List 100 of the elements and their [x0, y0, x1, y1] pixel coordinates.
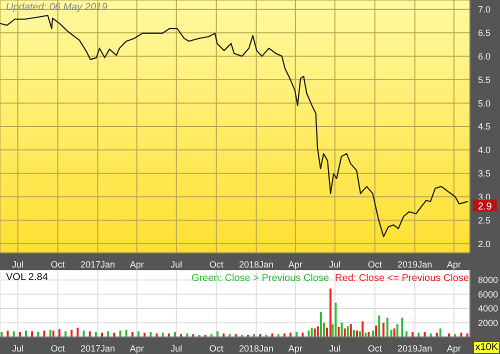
bar	[372, 330, 374, 337]
bar	[314, 328, 316, 337]
series-label: Green: Close > Previous Close	[191, 273, 330, 284]
bar	[100, 332, 103, 337]
bar	[352, 330, 355, 337]
line-series	[0, 14, 468, 238]
bar	[412, 332, 414, 337]
bar	[393, 328, 396, 337]
x-tick-label: Jul	[170, 343, 182, 354]
x-tick-label: Oct	[368, 343, 382, 354]
bar	[356, 330, 358, 337]
bar	[49, 330, 52, 337]
bar	[382, 322, 384, 337]
bar	[76, 328, 79, 337]
x-tick-label: 2017Jan	[80, 343, 116, 354]
bar	[338, 327, 340, 337]
bar	[386, 318, 388, 337]
bar	[119, 330, 122, 337]
bar	[82, 330, 85, 337]
bar	[334, 302, 337, 337]
x-tick-label: 2019Jan	[398, 259, 432, 270]
x-tick-label: Apr	[288, 259, 302, 270]
x-tick-label: Jul	[329, 343, 341, 354]
y2-axis-title: x10K	[474, 342, 499, 353]
x-tick-label: Oct	[209, 259, 224, 270]
bar	[310, 328, 313, 337]
x-tick-label: Oct	[50, 259, 66, 270]
y2-tick-label: 3.5	[478, 168, 491, 179]
bar	[424, 332, 426, 337]
bar	[125, 330, 128, 337]
y2-tick-label: 2000	[478, 318, 498, 328]
bar	[368, 332, 370, 337]
bar	[58, 329, 60, 337]
x-tick-label: Oct	[209, 343, 224, 354]
y2-tick-label: 2.5	[478, 215, 491, 226]
x-tick-label: Apr	[288, 343, 302, 354]
y2-tick-label: 4000	[478, 304, 498, 314]
bar	[460, 332, 462, 337]
bar	[296, 332, 298, 337]
bar	[113, 332, 116, 337]
bar	[302, 332, 304, 337]
bar	[94, 332, 97, 337]
x-tick-label: Apr	[130, 259, 144, 270]
bar	[436, 332, 438, 337]
series-label: Red: Close <= Previous Close	[335, 273, 469, 284]
x-tick-label: Jul	[12, 343, 24, 354]
bar	[329, 288, 332, 337]
x-tick-label: Oct	[50, 343, 66, 354]
annotation: VOL 2.84	[6, 272, 48, 284]
x-tick-label: 2018Jan	[239, 259, 274, 270]
bar	[0, 332, 3, 337]
bar	[316, 326, 319, 337]
bar	[150, 332, 152, 337]
bar	[390, 330, 392, 337]
x-tick-label: Oct	[368, 259, 382, 270]
x-tick-label: 2018Jan	[239, 343, 274, 354]
x-tick-label: Jul	[329, 259, 341, 270]
bar	[131, 332, 134, 337]
y2-tick-label: 2.0	[478, 238, 491, 249]
bar	[43, 330, 46, 337]
bar	[162, 332, 164, 337]
bar	[340, 322, 343, 337]
bar	[70, 330, 73, 337]
y2-tick-label: 8000	[478, 275, 498, 286]
bar	[24, 330, 27, 337]
bar	[362, 321, 364, 337]
bar	[350, 324, 352, 337]
bar	[364, 332, 367, 337]
bar	[52, 330, 54, 337]
y2-tick-label: 4.0	[478, 145, 491, 156]
x-tick-label: Apr	[446, 259, 461, 270]
bar	[396, 324, 398, 337]
bar	[320, 312, 322, 337]
bar	[418, 332, 420, 337]
y2-tick-label: 6.5	[478, 28, 491, 38]
bar	[37, 332, 40, 337]
x-tick-label: 2019Jan	[398, 343, 432, 354]
y2-tick-label: 5.0	[478, 98, 491, 108]
x-tick-label: Apr	[446, 343, 461, 354]
bar	[346, 326, 349, 337]
x-tick-label: 2017Jan	[80, 259, 116, 270]
bar	[18, 332, 21, 337]
y2-tick-label: 4.5	[478, 122, 491, 132]
bar	[344, 328, 346, 337]
x-tick-label: Jul	[12, 259, 24, 270]
bar	[401, 318, 404, 337]
bar	[375, 326, 378, 337]
bar	[378, 316, 380, 337]
bar	[308, 330, 310, 337]
y2-tick-label: 5.5	[478, 74, 491, 85]
bar	[174, 332, 176, 337]
x-tick-label: Apr	[130, 343, 144, 354]
bar	[439, 328, 442, 337]
y2-tick-label: 6000	[478, 289, 498, 300]
bar	[144, 332, 146, 337]
x-tick-label: Jul	[170, 259, 182, 270]
data-label: 2.9	[478, 201, 492, 212]
y2-tick-label: 6.0	[478, 51, 491, 62]
y2-tick-label: 7.0	[478, 4, 491, 15]
bar	[290, 332, 292, 337]
